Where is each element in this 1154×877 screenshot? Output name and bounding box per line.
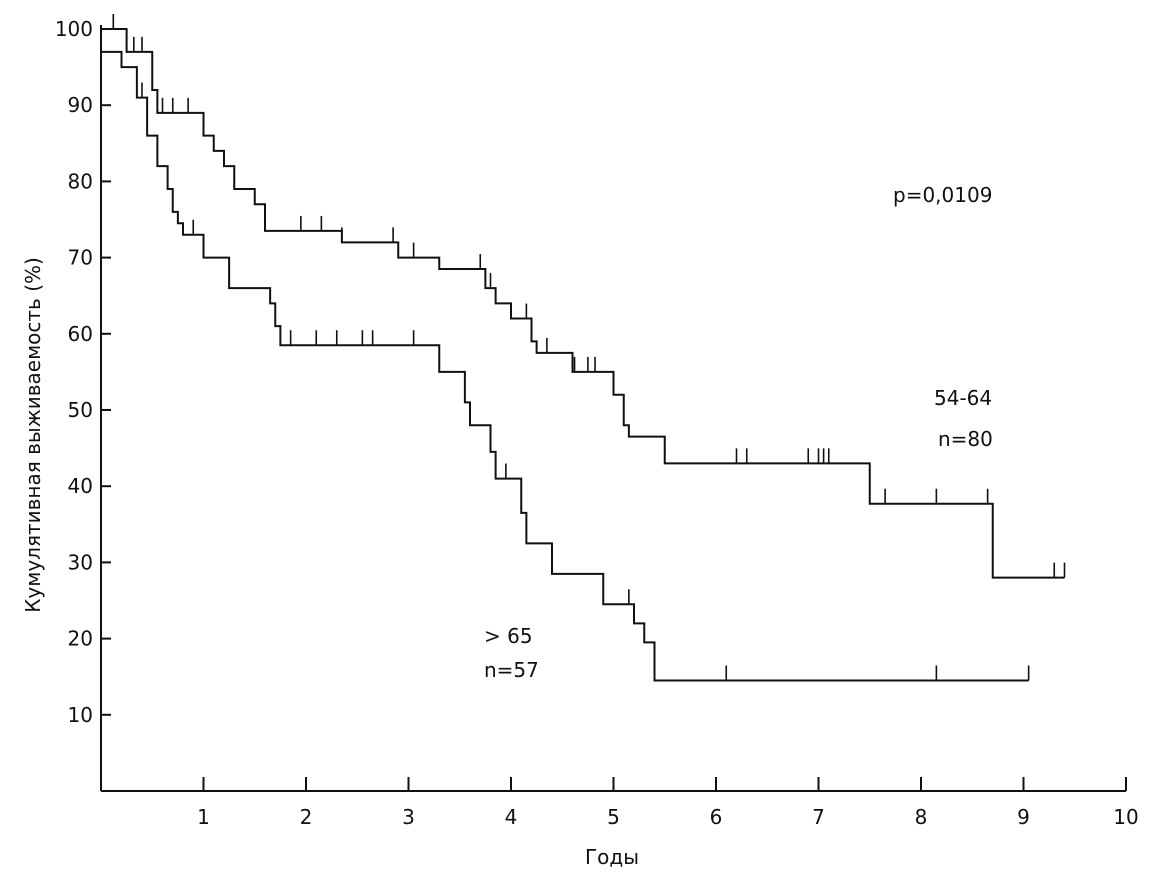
- x-tick-label: 1: [197, 805, 210, 829]
- y-tick-label: 10: [68, 703, 93, 727]
- x-tick-label: 7: [812, 805, 825, 829]
- x-axis-label: Годы: [585, 845, 639, 869]
- axes: 1 2 3 4 5 6 7 8 9 10 10 20 30 40 50 60 70 80 90 100: [55, 17, 1139, 829]
- x-tick-label: 2: [300, 805, 313, 829]
- y-tick-label: 80: [68, 169, 93, 193]
- series-count-54-64: n=80: [938, 427, 993, 451]
- y-tick-label: 60: [68, 322, 93, 346]
- series-line-1: [101, 50, 1029, 682]
- y-tick-label: 40: [68, 474, 93, 498]
- censor-marks: [112, 14, 1066, 681]
- series-label-over-65: > 65: [484, 624, 533, 648]
- p-value-annotation: p=0,0109: [893, 183, 992, 207]
- x-tick-label: 6: [710, 805, 723, 829]
- y-tick-label: 70: [68, 246, 93, 270]
- y-tick-label: 90: [68, 93, 93, 117]
- series-count-over-65: n=57: [484, 658, 539, 682]
- series-layer: [101, 28, 1065, 682]
- y-tick-label: 20: [68, 627, 93, 651]
- y-tick-label: 50: [68, 398, 93, 422]
- x-tick-label: 10: [1113, 805, 1138, 829]
- x-tick-label: 5: [607, 805, 620, 829]
- x-tick-label: 8: [915, 805, 928, 829]
- x-tick-label: 3: [402, 805, 415, 829]
- x-tick-label: 9: [1017, 805, 1030, 829]
- y-tick-label: 30: [68, 550, 93, 574]
- series-line-0: [101, 28, 1065, 579]
- y-axis-label: Кумулятивная выживаемость (%): [21, 257, 45, 613]
- x-tick-label: 4: [505, 805, 518, 829]
- y-tick-label: 100: [55, 17, 93, 41]
- series-label-54-64: 54-64: [934, 386, 992, 410]
